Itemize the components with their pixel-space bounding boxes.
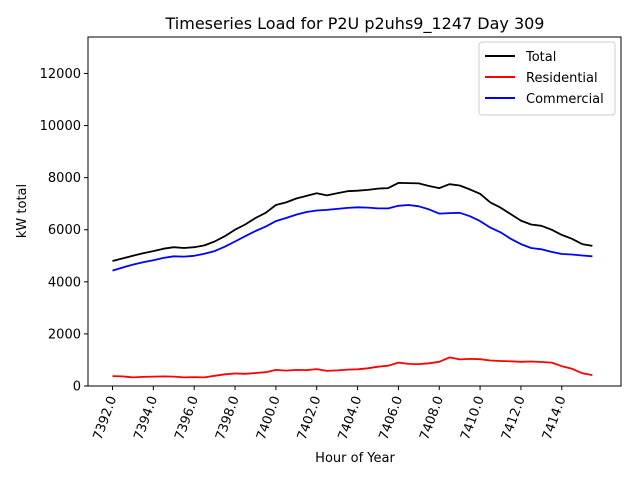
y-tick-label: 4000 xyxy=(48,275,81,290)
x-tick-label: 7396.0 xyxy=(172,394,202,442)
chart-title: Timeseries Load for P2U p2uhs9_1247 Day … xyxy=(165,14,545,34)
y-axis-label: kW total xyxy=(15,184,30,238)
x-tick-label: 7412.0 xyxy=(499,394,529,442)
y-tick-label: 10000 xyxy=(40,119,81,134)
series-line-residential xyxy=(112,356,593,379)
x-tick-label: 7406.0 xyxy=(377,394,407,442)
x-tick-label: 7402.0 xyxy=(295,394,325,442)
y-tick-label: 2000 xyxy=(48,327,81,342)
series-line-commercial xyxy=(112,204,593,272)
legend-label-total: Total xyxy=(525,50,556,65)
legend-box xyxy=(478,41,616,116)
x-tick-label: 7394.0 xyxy=(131,394,161,442)
x-tick-label: 7400.0 xyxy=(254,394,284,442)
y-tick-label: 6000 xyxy=(48,223,81,238)
x-tick-label: 7414.0 xyxy=(540,394,570,442)
plot-frame xyxy=(87,36,622,387)
legend: Total Residential Commercial xyxy=(478,41,616,116)
series-line-total xyxy=(112,181,593,262)
legend-label-commercial: Commercial xyxy=(526,92,604,107)
y-axis-ticks: 0 2000 4000 6000 8000 10000 12000 xyxy=(40,67,88,395)
x-tick-label: 7410.0 xyxy=(458,394,488,442)
x-axis-ticks: 7392.0 7394.0 7396.0 7398.0 7400.0 7402.0 7404… xyxy=(91,386,570,442)
x-tick-label: 7398.0 xyxy=(213,394,243,442)
x-tick-label: 7392.0 xyxy=(91,394,121,442)
x-tick-label: 7404.0 xyxy=(336,394,366,442)
x-tick-label: 7408.0 xyxy=(417,394,447,442)
x-axis-label: Hour of Year xyxy=(315,451,395,466)
y-tick-label: 12000 xyxy=(40,67,81,82)
y-tick-label: 0 xyxy=(73,380,81,395)
legend-label-residential: Residential xyxy=(526,71,598,86)
series-layer xyxy=(112,181,593,379)
y-tick-label: 8000 xyxy=(48,171,81,186)
